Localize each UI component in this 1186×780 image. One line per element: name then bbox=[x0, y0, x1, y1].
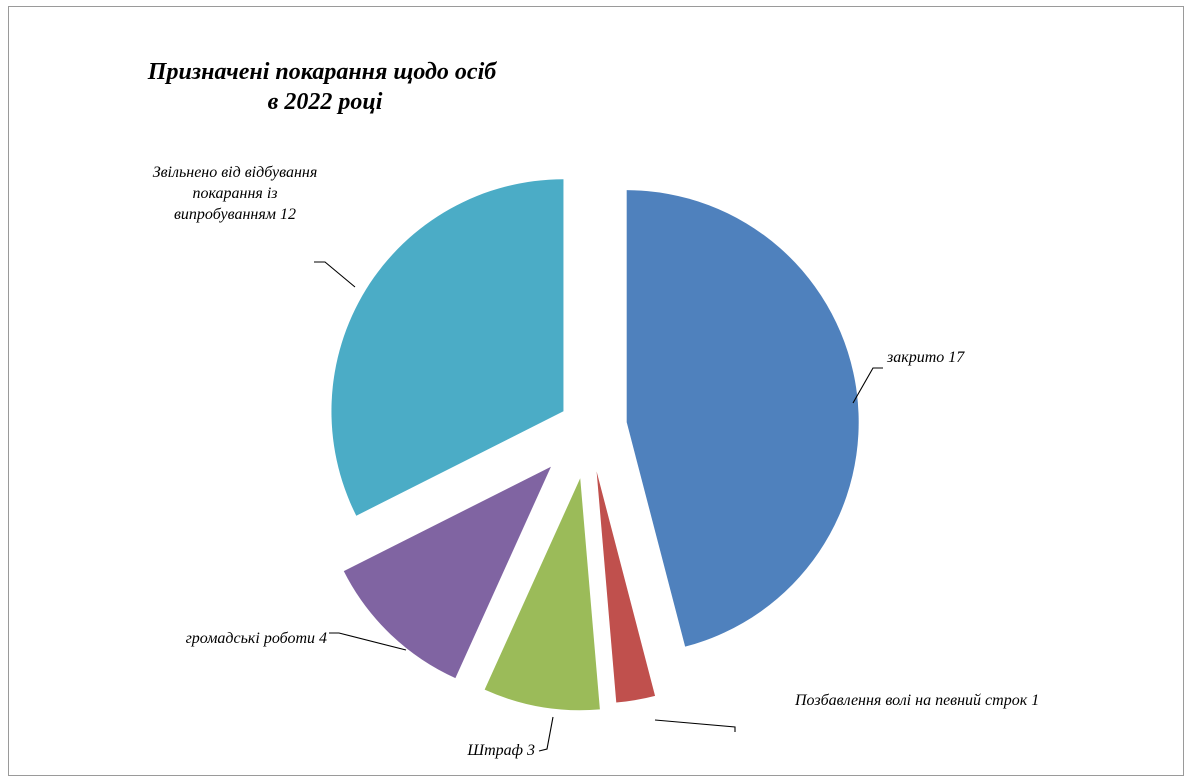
pie-slice-1 bbox=[626, 190, 859, 647]
pie-slices bbox=[331, 179, 859, 711]
data-label-5-line-3: випробуванням 12 bbox=[174, 206, 296, 223]
data-label-3-line-1: Штраф 3 bbox=[466, 742, 535, 759]
leader-line-1 bbox=[852, 367, 883, 404]
data-label-4-line-1: громадські роботи 4 bbox=[186, 630, 327, 647]
pie-slice-2 bbox=[596, 471, 656, 703]
leader-lines bbox=[314, 261, 883, 752]
data-label-1-line-1: закрито 17 bbox=[886, 349, 965, 366]
slice-labels: закрито 17 Позбавлення волі на певний стр… bbox=[153, 164, 1039, 759]
leader-line-2 bbox=[654, 719, 736, 732]
leader-line-3 bbox=[538, 716, 554, 752]
data-label-4: громадські роботи 4 bbox=[186, 630, 327, 647]
data-label-1: закрито 17 bbox=[886, 349, 965, 366]
data-label-2: Позбавлення волі на певний строк 1 bbox=[794, 692, 1039, 709]
leader-line-4 bbox=[329, 632, 407, 651]
pie-slice-5 bbox=[331, 179, 564, 516]
pie-slice-4 bbox=[343, 466, 551, 679]
data-label-3: Штраф 3 bbox=[466, 742, 535, 759]
leader-line-5 bbox=[314, 261, 356, 288]
chart-title: Призначені покарання щодо осіб в 2022 ро… bbox=[147, 59, 502, 115]
pie-chart: Призначені покарання щодо осіб в 2022 ро… bbox=[147, 59, 1039, 759]
data-label-5: Звільнено від відбування покарання із випр… bbox=[153, 164, 318, 223]
chart-title-line-1: Призначені покарання щодо осіб bbox=[147, 59, 497, 85]
data-label-5-line-2: покарання із bbox=[192, 185, 277, 202]
pie-slice-3 bbox=[484, 478, 600, 711]
data-label-5-line-1: Звільнено від відбування bbox=[153, 164, 318, 181]
chart-frame: Призначені покарання щодо осіб в 2022 ро… bbox=[8, 6, 1184, 776]
chart-title-line-2: в 2022 році bbox=[268, 89, 383, 115]
data-label-2-line-1: Позбавлення волі на певний строк 1 bbox=[794, 692, 1039, 709]
